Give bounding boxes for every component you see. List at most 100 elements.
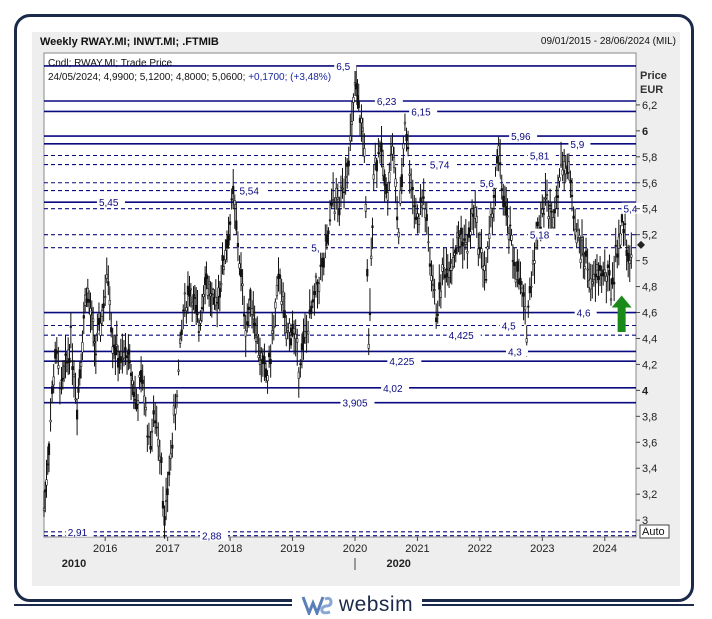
candle-body-389 [625,249,628,256]
buy-arrow-icon [611,295,632,332]
candle-body-340 [550,210,553,213]
candle-body-196 [333,211,336,214]
candle-body-327 [530,285,533,288]
candle-body-11 [58,387,62,390]
candle-body-37 [94,353,97,356]
candle-body-388 [623,223,627,225]
y-tick-label-7: 4,8 [642,282,657,294]
candle-body-266 [439,290,442,298]
candle-body-282 [461,241,464,247]
candle-body-288 [470,208,474,215]
level-label-10: 5,4 [624,205,638,216]
candle-body-326 [528,286,531,294]
candle-body-230 [383,174,386,186]
candle-body-344 [556,195,560,198]
level-label-18: 4,02 [383,384,403,395]
candle-body-221 [370,255,373,259]
candle-body-161 [278,274,282,279]
candle-body-318 [516,261,519,272]
candle-body-265 [438,282,441,290]
level-label-bg-8 [237,184,266,196]
candle-body-223 [372,174,375,180]
candle-body-32 [88,298,91,303]
candle-body-132 [235,220,238,231]
candle-body-129 [230,198,233,201]
candle-body-321 [520,287,524,293]
candle-body-283 [463,238,466,241]
candle-body-101 [191,302,194,306]
level-label-14: 4,5 [502,321,516,332]
candle-body-128 [228,221,232,225]
candle-body-97 [185,307,188,312]
candle-body-202 [342,191,346,194]
y-tick-label-0: 6,2 [642,100,657,112]
candle-body-237 [394,178,397,188]
level-label-bg-1 [374,95,403,107]
candle-body-337 [545,194,549,196]
auto-button[interactable]: Auto [642,526,665,538]
price-series [42,62,633,539]
candle-body-275 [452,257,455,267]
last-price-marker-icon [637,240,645,249]
candle-body-153 [266,375,269,382]
candle-body-85 [166,488,169,496]
candle-body-377 [606,264,609,268]
candle-body-376 [605,275,608,282]
candle-body-104 [195,305,198,313]
candle-body-387 [622,229,625,234]
candle-body-320 [519,277,522,285]
plot-background [43,52,637,538]
candle-body-371 [597,275,600,281]
candle-body-15 [64,353,67,356]
legend-last-bar: 24/05/2024; 4,9900; 5,1200; 4,8000; 5,06… [48,72,331,83]
candle-body-58 [125,355,129,359]
candle-body-86 [168,471,171,476]
candle-body-361 [582,253,585,255]
candle-body-140 [247,306,250,311]
candle-body-110 [204,277,207,285]
candle-body-138 [244,330,247,337]
candle-body-231 [385,184,388,194]
candle-body-298 [486,246,489,250]
candle-body-191 [325,234,328,244]
candle-body-249 [413,205,416,208]
candle-body-144 [253,322,256,327]
candle-body-6 [51,386,54,394]
candle-body-87 [169,453,172,459]
date-range: 09/01/2015 - 28/06/2024 (MIL) [540,36,676,47]
candle-body-185 [316,281,319,285]
candle-body-369 [594,273,597,278]
candle-body-44 [105,274,108,279]
candle-body-21 [72,373,76,378]
level-lines [44,65,636,537]
candle-body-127 [227,235,230,246]
candle-body-49 [112,344,116,349]
y-tick-label-14: 3,4 [642,463,657,475]
candle-body-323 [524,306,527,311]
level-label-bg-10 [621,202,644,214]
candle-body-154 [268,352,271,358]
candle-body-208 [352,97,355,103]
candle-body-246 [408,173,411,176]
candle-body-236 [392,156,396,169]
candle-body-359 [579,258,582,263]
candle-body-34 [90,310,93,313]
candle-body-392 [630,254,633,258]
candle-body-261 [431,283,435,286]
candle-body-216 [363,148,366,157]
chart-title: Weekly RWAY.MI; INWT.MI; .FTMIB [40,36,219,48]
level-label-11: 5,18 [530,231,550,242]
candle-body-141 [249,289,252,301]
candle-body-88 [171,444,174,449]
candle-body-258 [427,241,430,244]
candle-body-172 [296,338,299,343]
candle-body-308 [502,195,505,208]
candle-body-363 [584,250,588,257]
candle-body-370 [595,264,599,271]
candle-body-300 [489,207,492,215]
candle-body-65 [135,401,138,410]
x-tick-label-1: 2017 [155,543,179,555]
candle-body-52 [117,357,120,368]
candle-body-189 [322,257,325,268]
